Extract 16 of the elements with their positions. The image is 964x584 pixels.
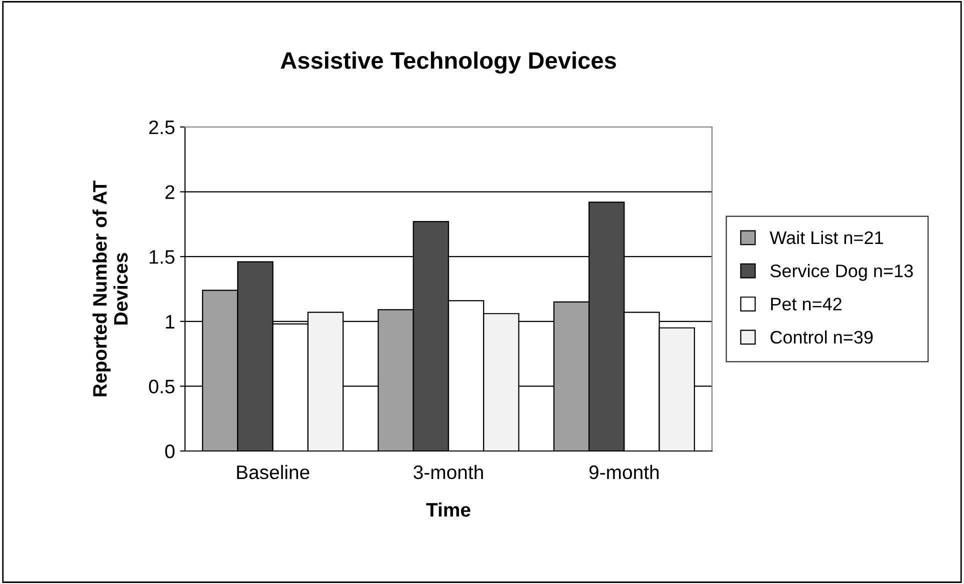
legend-label: Pet n=42 <box>771 298 842 310</box>
legend-label: Control n=39 <box>770 330 873 344</box>
y-axis-title: Reported Number of AT Devices <box>92 180 128 396</box>
x-tick-label: 3-month <box>414 464 483 480</box>
x-tick-label: Baseline <box>237 464 310 480</box>
legend-label: Wait List n=21 <box>770 230 883 244</box>
x-tick-label: 9-month <box>589 464 659 480</box>
chart-title: Assistive Technology Devices <box>280 52 616 74</box>
x-axis-title: Time <box>426 502 470 517</box>
legend-label: Service Dog n=13 <box>770 264 913 281</box>
y-tick-label: 2.5 <box>149 120 174 134</box>
y-tick-label: 1 <box>166 315 174 328</box>
y-tick-label: 0.5 <box>149 380 174 394</box>
y-tick-label: 2 <box>165 185 174 199</box>
y-tick-label: 0 <box>165 444 175 458</box>
y-tick-label: 1.5 <box>150 250 174 264</box>
